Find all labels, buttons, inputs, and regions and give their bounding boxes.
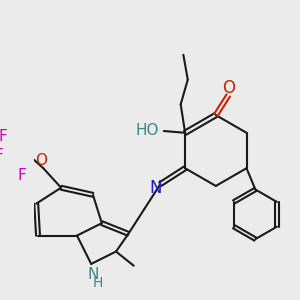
Text: F: F (0, 129, 7, 144)
Text: F: F (18, 168, 26, 183)
Text: HO: HO (135, 123, 158, 138)
Text: O: O (36, 153, 48, 168)
Text: H: H (93, 276, 104, 290)
Text: F: F (0, 148, 3, 163)
Text: N: N (150, 179, 162, 197)
Text: O: O (223, 80, 236, 98)
Text: N: N (87, 267, 99, 282)
